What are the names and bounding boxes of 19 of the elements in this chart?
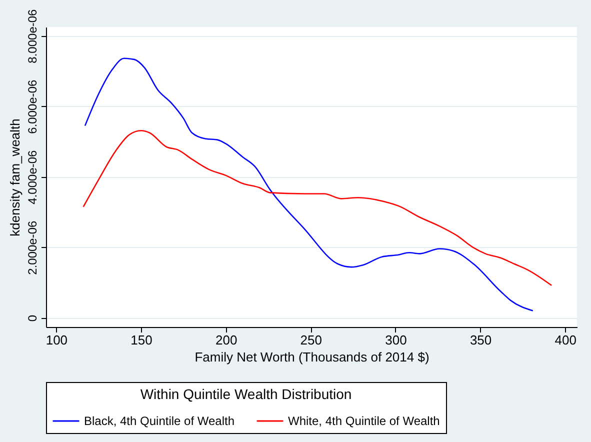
x-tick-label: 250 [300,332,322,348]
x-tick-label: 150 [130,332,152,348]
legend-title: Within Quintile Wealth Distribution [140,386,352,402]
x-tick-label: 400 [554,332,576,348]
legend-label: Black, 4th Quintile of Wealth [84,414,235,428]
y-tick-label: 0 [26,314,40,322]
y-axis-title: kdensity fam_wealth [8,118,22,236]
x-tick-label: 350 [470,332,492,348]
legend-label: White, 4th Quintile of Wealth [288,414,440,428]
x-tick-label: 200 [215,332,238,348]
y-tick-label: 8.000e-06 [26,8,40,64]
x-tick-label: 300 [385,332,407,348]
x-axis-title: Family Net Worth (Thousands of 2014 $) [194,350,430,364]
y-tick-label: 4.000e-06 [26,150,40,204]
line-series [82,130,552,286]
line-series [84,58,534,312]
y-tick-label: 2.000e-06 [26,220,40,275]
y-tick-label: 6.000e-06 [26,79,40,134]
x-tick-label: 100 [46,332,68,348]
